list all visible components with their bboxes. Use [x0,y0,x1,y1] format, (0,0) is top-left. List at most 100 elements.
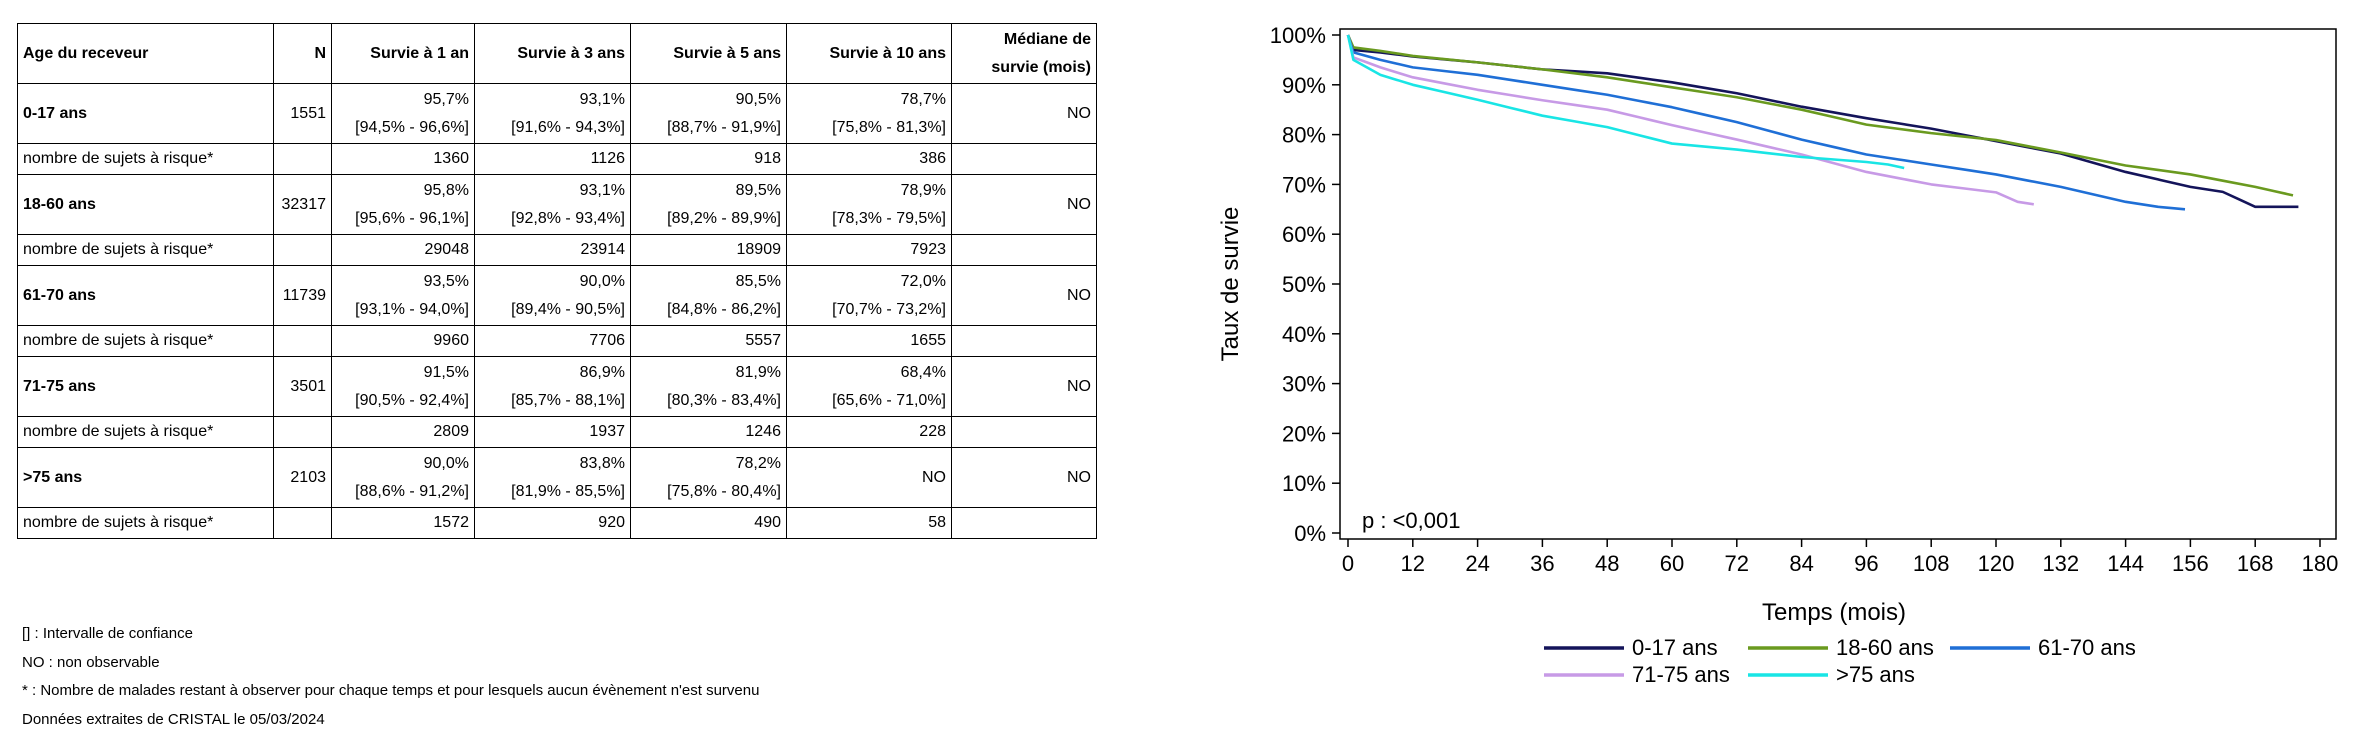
y-tick-label: 20% [1282,421,1326,446]
median-survival: NO [951,83,1097,144]
y-tick-label: 50% [1282,272,1326,297]
confidence-interval: [88,6% - 91,2%] [355,482,469,500]
patient-count: 3501 [273,356,332,417]
x-tick-label: 180 [2302,551,2339,576]
median-survival: NO [951,356,1097,417]
x-tick-label: 120 [1978,551,2015,576]
legend-label: 61-70 ans [2038,635,2136,660]
confidence-interval: [81,9% - 85,5%] [511,482,625,500]
survival-value: 83,8% [579,454,625,472]
survival-value: 89,5% [735,181,781,199]
survival-y10-cell: 78,9% [78,3% - 79,5%] [786,174,952,235]
survival-value: 91,5% [423,363,469,381]
confidence-interval: [94,5% - 96,6%] [355,118,469,136]
confidence-interval: [95,6% - 96,1%] [355,209,469,227]
header-median-line1: Médiane de [1003,30,1091,48]
survival-table: Age du receveur N Survie à 1 an Survie à… [17,23,1097,539]
confidence-interval: [88,7% - 91,9%] [667,118,781,136]
x-tick-label: 12 [1401,551,1425,576]
risk-label: nombre de sujets à risque* [17,416,274,448]
x-axis-title: Temps (mois) [1762,599,1906,626]
y-axis-title: Taux de survie [1217,207,1244,362]
x-tick-label: 132 [2042,551,2079,576]
table-row: >75 ans 2103 90,0% [88,6% - 91,2%] 83,8% [81,… [17,447,1097,508]
risk-label: nombre de sujets à risque* [17,234,274,266]
table-header-row: Age du receveur N Survie à 1 an Survie à… [17,23,1097,84]
y-tick-label: 90% [1282,73,1326,98]
confidence-interval: [78,3% - 79,5%] [832,209,946,227]
x-tick-label: 144 [2107,551,2144,576]
survival-y5-cell: 85,5% [84,8% - 86,2%] [630,265,787,326]
survival-y3-cell: 90,0% [89,4% - 90,5%] [474,265,631,326]
confidence-interval: [80,3% - 83,4%] [667,391,781,409]
survival-value: 93,1% [579,90,625,108]
risk-empty-cell [273,507,332,539]
survival-value: 93,1% [579,181,625,199]
age-group-label: 71-75 ans [17,356,274,417]
risk-row: nombre de sujets à risque* 1572 920 490 58 [17,507,1097,539]
legend-label: >75 ans [1836,662,1915,687]
age-group-label: 0-17 ans [17,83,274,144]
risk-count: 1572 [331,507,475,539]
x-tick-label: 60 [1660,551,1684,576]
table-row: 71-75 ans 3501 91,5% [90,5% - 92,4%] 86,9% [8… [17,356,1097,417]
patient-count: 1551 [273,83,332,144]
x-tick-label: 72 [1725,551,1749,576]
x-tick-label: 84 [1789,551,1813,576]
x-tick-label: 168 [2237,551,2274,576]
survival-value: NO [922,468,946,486]
survival-y3-cell: 86,9% [85,7% - 88,1%] [474,356,631,417]
risk-count: 918 [630,143,787,175]
survival-value: 68,4% [900,363,946,381]
header-age: Age du receveur [17,23,274,84]
risk-row: nombre de sujets à risque* 2809 1937 1246 22… [17,416,1097,448]
survival-y10-cell: 78,7% [75,8% - 81,3%] [786,83,952,144]
survival-y5-cell: 89,5% [89,2% - 89,9%] [630,174,787,235]
patient-count: 2103 [273,447,332,508]
age-group-label: 18-60 ans [17,174,274,235]
survival-y10-cell: NO [786,447,952,508]
risk-empty-cell [951,143,1097,175]
confidence-interval: [92,8% - 93,4%] [511,209,625,227]
confidence-interval: [65,6% - 71,0%] [832,391,946,409]
header-median-line2: survie (mois) [991,58,1091,76]
risk-count: 386 [786,143,952,175]
header-n: N [273,23,332,84]
risk-row: nombre de sujets à risque* 9960 7706 5557 16… [17,325,1097,357]
x-tick-label: 108 [1913,551,1950,576]
series-line-3 [1346,34,2034,206]
survival-y1-cell: 91,5% [90,5% - 92,4%] [331,356,475,417]
legend-label: 18-60 ans [1836,635,1934,660]
median-survival: NO [951,447,1097,508]
footnote-risk: * : Nombre de malades restant à observer… [22,682,760,699]
risk-empty-cell [273,234,332,266]
risk-count: 58 [786,507,952,539]
y-tick-label: 30% [1282,372,1326,397]
confidence-interval: [91,6% - 94,3%] [511,118,625,136]
p-value-annotation: p : <0,001 [1362,508,1460,533]
y-tick-label: 60% [1282,222,1326,247]
survival-y10-cell: 72,0% [70,7% - 73,2%] [786,265,952,326]
series-line-0 [1346,34,2299,209]
x-tick-label: 48 [1595,551,1619,576]
survival-value: 90,0% [579,272,625,290]
survival-value: 93,5% [423,272,469,290]
series-line-1 [1346,34,2294,197]
risk-count: 18909 [630,234,787,266]
table-body: 0-17 ans 1551 95,7% [94,5% - 96,6%] 93,1% [91… [17,83,1097,539]
survival-y5-cell: 81,9% [80,3% - 83,4%] [630,356,787,417]
y-tick-label: 100% [1270,23,1326,48]
confidence-interval: [85,7% - 88,1%] [511,391,625,409]
risk-row: nombre de sujets à risque* 1360 1126 918 386 [17,143,1097,175]
legend-label: 71-75 ans [1632,662,1730,687]
risk-label: nombre de sujets à risque* [17,325,274,357]
footnotes: [] : Intervalle de confiance NO : non ob… [22,620,759,734]
risk-empty-cell [951,325,1097,357]
table-row: 61-70 ans 11739 93,5% [93,1% - 94,0%] 90,0%[… [17,265,1097,326]
table-row: 0-17 ans 1551 95,7% [94,5% - 96,6%] 93,1% [91… [17,83,1097,144]
y-tick-label: 40% [1282,322,1326,347]
confidence-interval: [89,4% - 90,5%] [511,300,625,318]
confidence-interval: [75,8% - 81,3%] [832,118,946,136]
survival-value: 90,5% [735,90,781,108]
